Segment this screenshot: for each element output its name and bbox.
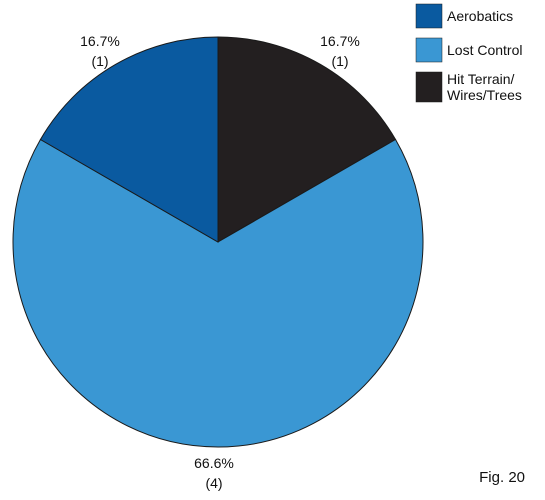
legend: Aerobatics Lost Control Hit Terrain/Wires/… [415, 3, 522, 103]
slice-percent-label: 66.6% [194, 455, 234, 471]
slice-count-label: (1) [91, 53, 108, 69]
legend-label: Lost Control [447, 42, 522, 58]
figure-label: Fig. 20 [479, 469, 525, 486]
pie-slice [12, 138, 424, 448]
legend-label: Hit Terrain/ [447, 71, 515, 87]
pie-slices [12, 36, 424, 448]
legend-swatch [415, 3, 443, 29]
pie-labels: 16.7% (1) 66.6% (4) 16.7% (1) [80, 33, 360, 491]
legend-label: Wires/Trees [447, 87, 522, 103]
slice-count-label: (4) [205, 475, 222, 491]
pie-slice [39, 36, 219, 243]
legend-swatch [415, 71, 443, 103]
slice-percent-label: 16.7% [80, 33, 120, 49]
legend-swatch [415, 37, 443, 63]
pie-slice [217, 36, 397, 243]
slice-percent-label: 16.7% [320, 33, 360, 49]
slice-count-label: (1) [331, 53, 348, 69]
legend-label: Aerobatics [447, 8, 513, 24]
